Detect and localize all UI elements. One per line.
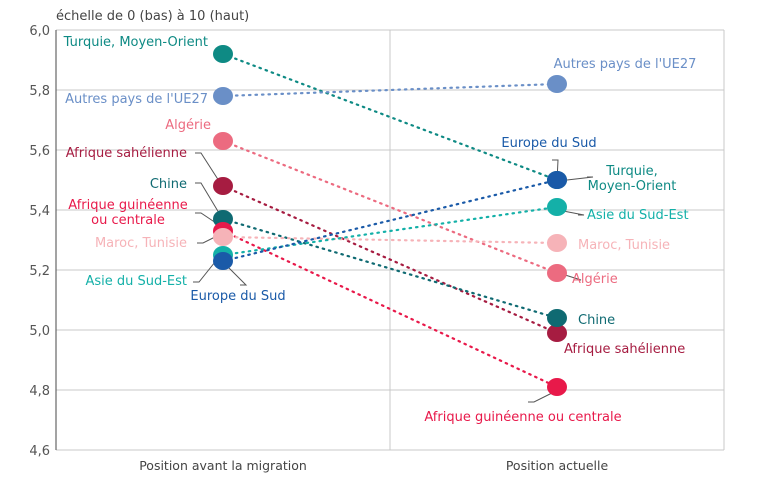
y-tick-label: 4,8 [29, 384, 50, 399]
series-label-left: Autres pays de l'UE27 [65, 92, 208, 107]
leader-line [566, 176, 594, 181]
series-label-right: Turquie, Moyen-Orient [588, 164, 677, 194]
series-label-right: Afrique sahélienne [564, 342, 685, 357]
series-label-right: Afrique guinéenne ou centrale [424, 410, 621, 425]
series-line [221, 205, 559, 257]
y-tick-label: 5,6 [29, 144, 50, 159]
point-current [547, 234, 567, 252]
leader-line [561, 273, 582, 281]
point-before [213, 177, 233, 195]
series-label-left: Afrique sahélienne [66, 146, 187, 161]
leader-line [193, 256, 220, 283]
series-label-left: Turquie, Moyen-Orient [63, 35, 208, 50]
leader-line [224, 263, 248, 286]
point-current [547, 309, 567, 327]
series-label-right: Maroc, Tunisie [578, 238, 670, 253]
y-tick-label: 5,4 [29, 204, 50, 219]
point-before [213, 228, 233, 246]
series-line [221, 217, 559, 320]
series-line [221, 139, 559, 275]
point-current [547, 198, 567, 216]
leader-line [195, 152, 220, 182]
point-before [213, 87, 233, 105]
series-label-right: Algérie [572, 272, 618, 287]
point-current [547, 264, 567, 282]
point-current [547, 378, 567, 396]
y-tick-label: 4,6 [29, 444, 50, 459]
point-current [547, 324, 567, 342]
leader-line [557, 209, 585, 216]
point-before [213, 45, 233, 63]
x-category-label: Position avant la migration [139, 458, 307, 473]
series-label-left: Chine [150, 177, 187, 192]
series-line [221, 229, 559, 389]
series-label-right: Autres pays de l'UE27 [554, 57, 697, 72]
series-line [221, 184, 559, 335]
series-label-left: Europe du Sud [190, 289, 285, 304]
y-tick-label: 5,2 [29, 264, 50, 279]
series-label-right: Europe du Sud [501, 136, 596, 151]
point-before [213, 252, 233, 270]
y-tick-label: 6,0 [29, 24, 50, 39]
leader-line [195, 182, 220, 214]
series-label-left: Afrique guinéenne ou centrale [68, 198, 187, 228]
chart-subtitle: échelle de 0 (bas) à 10 (haut) [56, 9, 249, 24]
series-label-left: Maroc, Tunisie [95, 236, 187, 251]
point-current [547, 75, 567, 93]
point-before [213, 132, 233, 150]
series-label-left: Algérie [165, 118, 211, 133]
leader-line [195, 212, 220, 226]
y-tick-label: 5,0 [29, 324, 50, 339]
x-category-label: Position actuelle [506, 458, 609, 473]
series-line [221, 82, 559, 98]
y-tick-label: 5,8 [29, 84, 50, 99]
series-line [221, 52, 559, 182]
series-label-left: Asie du Sud-Est [85, 274, 187, 289]
series-label-right: Asie du Sud-Est [587, 208, 689, 223]
series-label-right: Chine [578, 313, 615, 328]
point-current [547, 171, 567, 189]
series-line [221, 178, 559, 263]
